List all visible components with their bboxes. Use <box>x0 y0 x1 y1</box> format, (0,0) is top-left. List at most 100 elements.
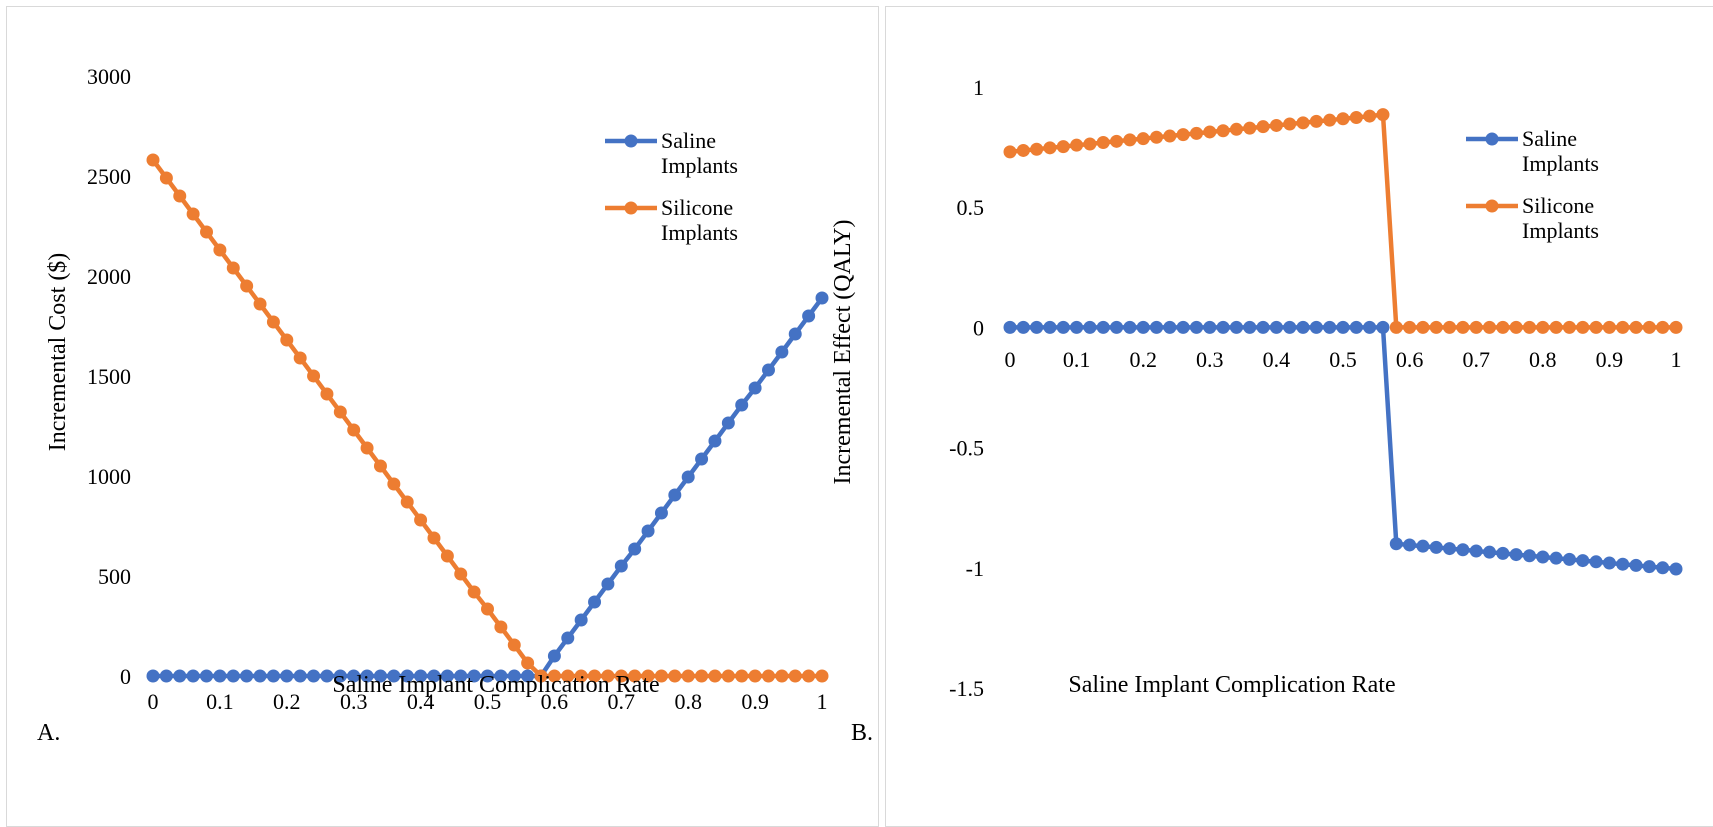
chart-b-y-tick-label: 0 <box>973 315 984 340</box>
chart-b-data-point-saline-implants <box>1549 551 1563 565</box>
chart-b-data-point-saline-implants <box>1642 560 1656 574</box>
chart-a-data-point-saline-implants <box>654 506 668 520</box>
chart-a-data-point-saline-implants <box>614 559 628 573</box>
chart-b-data-point-silicone-implants <box>1123 133 1137 147</box>
chart-a-data-point-saline-implants <box>360 669 374 683</box>
chart-b-data-point-saline-implants <box>1403 538 1417 552</box>
chart-a-data-point-saline-implants <box>815 291 829 305</box>
chart-a-data-point-saline-implants <box>280 669 294 683</box>
chart-a-x-tick-label: 0.9 <box>741 689 769 714</box>
chart-b-data-point-silicone-implants <box>1056 140 1070 154</box>
chart-b-data-point-saline-implants <box>1309 320 1323 334</box>
chart-b-data-point-saline-implants <box>1589 555 1603 569</box>
chart-b-x-tick-label: 0.2 <box>1129 347 1157 372</box>
chart-a-data-point-silicone-implants <box>213 243 227 257</box>
chart-b-data-point-silicone-implants <box>1389 320 1403 334</box>
chart-b-data-point-silicone-implants <box>1483 320 1497 334</box>
chart-b-x-tick-label: 0.7 <box>1462 347 1490 372</box>
chart-b-data-point-silicone-implants <box>1243 121 1257 135</box>
chart-b-data-point-saline-implants <box>1056 320 1070 334</box>
chart-a-y-axis-title: Incremental Cost ($) <box>45 253 71 452</box>
chart-b-data-point-silicone-implants <box>1216 124 1230 138</box>
chart-a-data-point-silicone-implants <box>200 225 214 239</box>
chart-b-data-point-saline-implants <box>1323 320 1337 334</box>
chart-a-data-point-saline-implants <box>159 669 173 683</box>
chart-a-data-point-silicone-implants <box>521 656 535 670</box>
chart-a-data-point-saline-implants <box>521 669 535 683</box>
chart-b-data-point-saline-implants <box>1429 540 1443 554</box>
chart-a-data-point-silicone-implants <box>146 153 160 167</box>
chart-a-data-point-silicone-implants <box>387 477 401 491</box>
chart-a-data-point-saline-implants <box>775 345 789 359</box>
chart-b-data-point-silicone-implants <box>1349 111 1363 125</box>
chart-a-data-point-silicone-implants <box>735 669 749 683</box>
chart-b-data-point-silicone-implants <box>1642 320 1656 334</box>
chart-a-data-point-silicone-implants <box>240 279 254 293</box>
chart-b-data-point-silicone-implants <box>1229 122 1243 136</box>
chart-a-data-point-silicone-implants <box>186 207 200 221</box>
chart-b-panel-label: B. <box>851 720 873 746</box>
chart-b-data-point-silicone-implants <box>1176 128 1190 142</box>
chart-a-x-tick-label: 0.1 <box>206 689 234 714</box>
chart-a-data-point-silicone-implants <box>614 669 628 683</box>
chart-b-data-point-silicone-implants <box>1496 320 1510 334</box>
chart-b-data-point-silicone-implants <box>1629 320 1643 334</box>
chart-a-y-tick-label: 1500 <box>87 364 131 389</box>
chart-b-data-point-saline-implants <box>1376 320 1390 334</box>
chart-a-data-point-silicone-implants <box>601 669 615 683</box>
chart-a-y-tick-label: 2000 <box>87 264 131 289</box>
chart-b-data-point-saline-implants <box>1189 320 1203 334</box>
chart-b-data-point-saline-implants <box>1536 550 1550 564</box>
chart-b-x-tick-label: 0.5 <box>1329 347 1357 372</box>
chart-a-data-point-silicone-implants <box>253 297 267 311</box>
chart-a-data-point-saline-implants <box>200 669 214 683</box>
chart-a-data-point-saline-implants <box>601 577 615 591</box>
chart-b-legend-label-silicone-implants: Silicone Implants <box>1522 193 1599 243</box>
chart-b-y-tick-label: -0.5 <box>949 436 984 461</box>
chart-b-legend-marker-saline-implants <box>1485 132 1499 146</box>
chart-b-data-point-silicone-implants <box>1016 143 1030 157</box>
chart-a-x-tick-label: 0.3 <box>340 689 368 714</box>
chart-a-y-tick-label: 3000 <box>87 64 131 89</box>
chart-a-data-point-silicone-implants <box>280 333 294 347</box>
chart-a-x-tick-label: 0.6 <box>541 689 569 714</box>
chart-b-legend-label-saline-implants: Saline Implants <box>1522 126 1599 176</box>
chart-b-data-point-saline-implants <box>1203 320 1217 334</box>
chart-b-data-point-saline-implants <box>1096 320 1110 334</box>
chart-b-data-point-silicone-implants <box>1083 137 1097 151</box>
chart-a-legend: Saline Implants Silicone Implants <box>605 128 738 245</box>
chart-b-x-tick-label: 0 <box>1005 347 1016 372</box>
chart-a-data-point-saline-implants <box>387 669 401 683</box>
chart-a-data-point-silicone-implants <box>654 669 668 683</box>
chart-b-data-point-silicone-implants <box>1150 130 1164 144</box>
chart-b-data-point-silicone-implants <box>1323 113 1337 127</box>
chart-b-data-point-saline-implants <box>1562 552 1576 566</box>
chart-a-data-point-silicone-implants <box>173 189 187 203</box>
chart-a-panel-label: A. <box>37 720 60 746</box>
chart-a-data-point-saline-implants <box>547 649 561 663</box>
chart-b-data-point-silicone-implants <box>1616 320 1630 334</box>
chart-b-data-point-silicone-implants <box>1376 108 1390 122</box>
chart-b-x-tick-label: 0.4 <box>1263 347 1291 372</box>
chart-b-data-point-silicone-implants <box>1043 141 1057 155</box>
chart-b-data-point-silicone-implants <box>1096 136 1110 150</box>
chart-a-data-point-silicone-implants <box>360 441 374 455</box>
chart-b-data-point-saline-implants <box>1283 320 1297 334</box>
chart-a-y-tick-label: 1000 <box>87 464 131 489</box>
chart-b-data-point-saline-implants <box>1070 320 1084 334</box>
chart-b-data-point-silicone-implants <box>1656 320 1670 334</box>
chart-b-data-point-silicone-implants <box>1403 320 1417 334</box>
chart-b-data-point-saline-implants <box>1229 320 1243 334</box>
chart-b-y-axis-title: Incremental Effect (QALY) <box>830 219 856 484</box>
chart-b-x-tick-label: 0.1 <box>1063 347 1091 372</box>
chart-a-data-point-saline-implants <box>748 381 762 395</box>
chart-a-x-tick-label: 0 <box>148 689 159 714</box>
chart-b-data-point-silicone-implants <box>1589 320 1603 334</box>
chart-b-legend: Saline Implants Silicone Implants <box>1466 126 1599 243</box>
chart-b-data-point-saline-implants <box>1522 549 1536 563</box>
chart-a-data-point-saline-implants <box>373 669 387 683</box>
chart-b-x-tick-label: 0.9 <box>1596 347 1624 372</box>
chart-b-data-point-saline-implants <box>1469 544 1483 558</box>
chart-a-data-point-silicone-implants <box>681 669 695 683</box>
chart-a-data-point-saline-implants <box>588 595 602 609</box>
